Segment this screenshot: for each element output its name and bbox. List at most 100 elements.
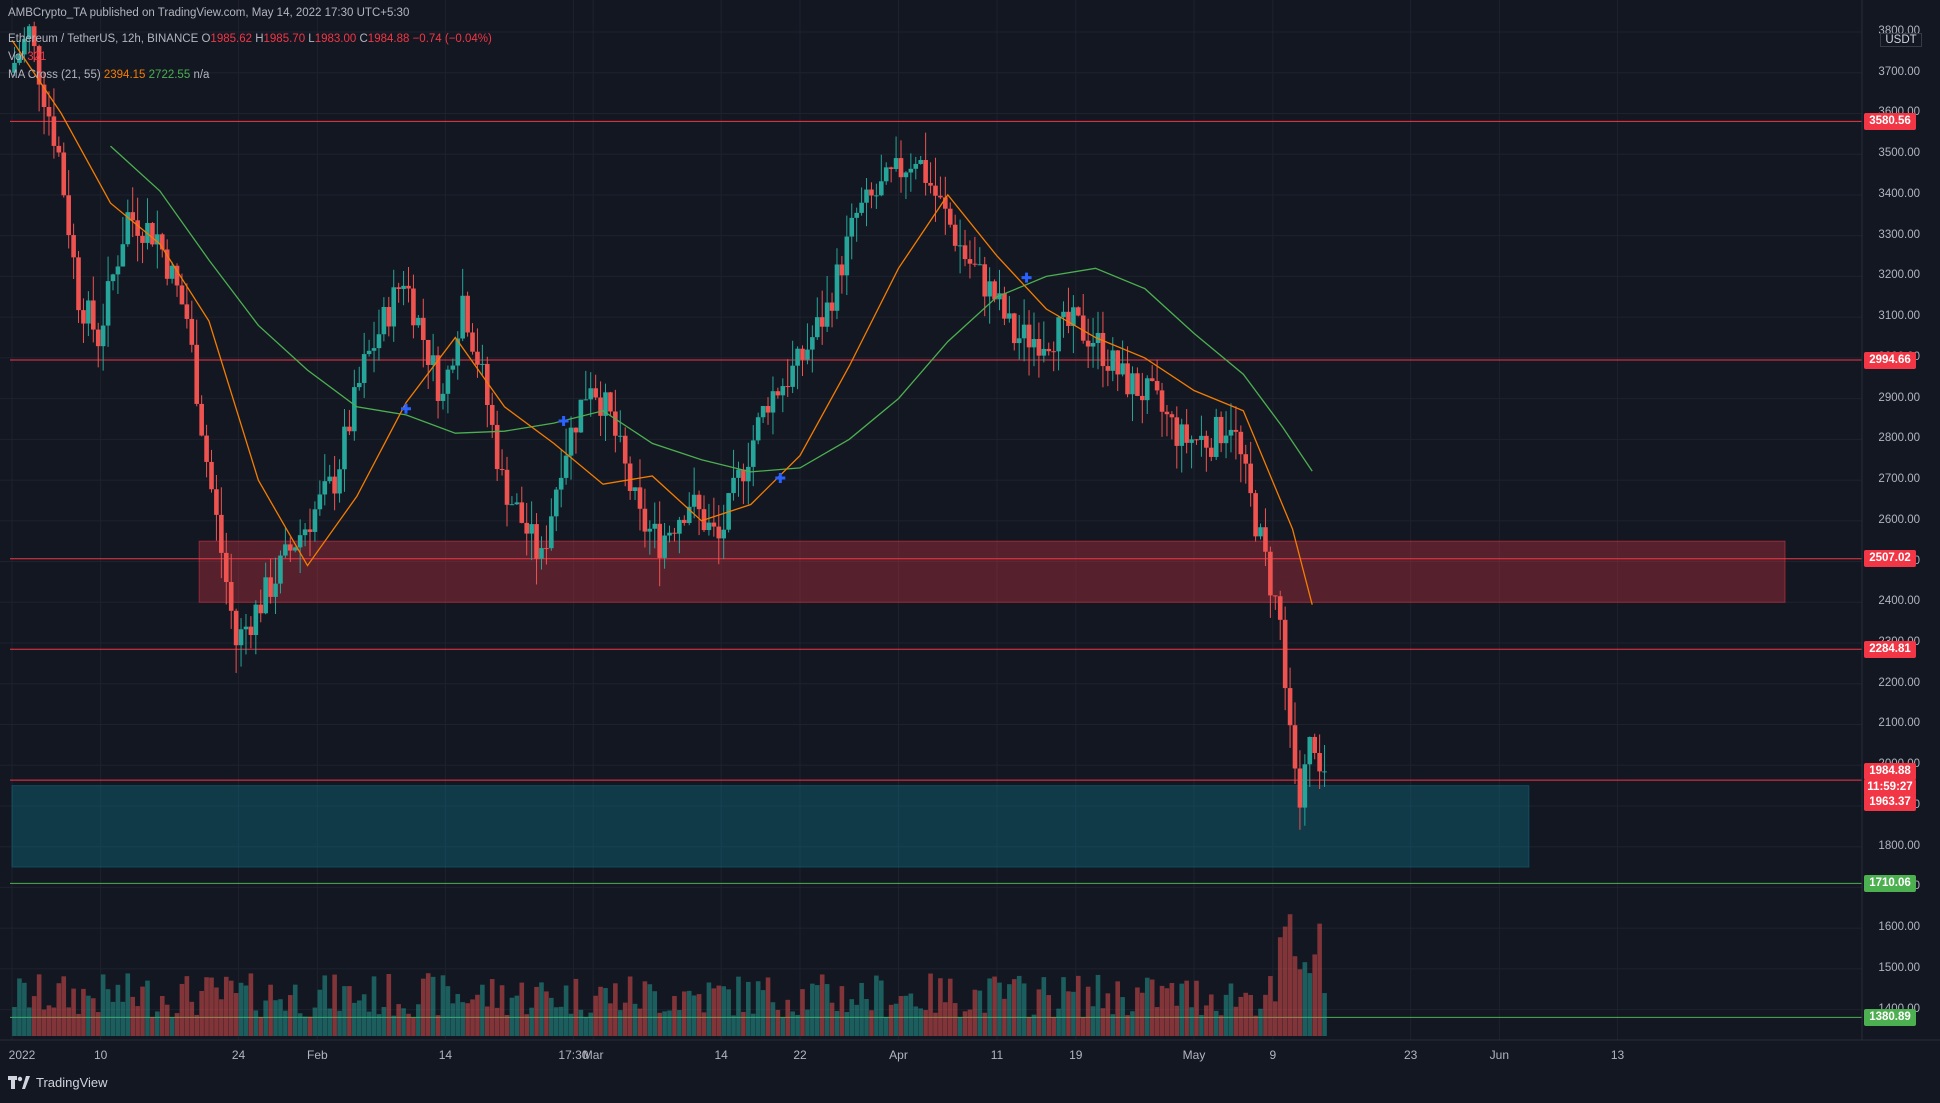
candle-body bbox=[859, 202, 864, 213]
volume-bar bbox=[440, 975, 446, 1036]
candle-body bbox=[1149, 378, 1155, 381]
volume-bar bbox=[1016, 975, 1022, 1036]
candle-body bbox=[1154, 380, 1160, 391]
candle-body bbox=[1085, 340, 1091, 347]
candle-body bbox=[1268, 551, 1273, 596]
candle-body bbox=[209, 461, 214, 490]
volume-bar bbox=[327, 1008, 332, 1036]
volume-bar bbox=[430, 976, 436, 1036]
volume-bar bbox=[219, 999, 224, 1036]
candle-body bbox=[1135, 373, 1140, 396]
support-zone bbox=[11, 785, 1530, 868]
candle-body bbox=[1292, 725, 1298, 769]
volume-bar bbox=[125, 973, 131, 1036]
candle-body bbox=[1184, 424, 1189, 443]
candle-body bbox=[475, 351, 480, 365]
candle-body bbox=[489, 404, 495, 425]
volume-bar bbox=[760, 990, 766, 1036]
time-tick: May bbox=[1182, 1048, 1206, 1062]
volume-bar bbox=[371, 976, 377, 1036]
candle-body bbox=[1066, 311, 1071, 326]
volume-bar bbox=[677, 1010, 682, 1036]
volume-bar bbox=[1297, 969, 1303, 1036]
volume-bar bbox=[238, 982, 244, 1036]
candle-body bbox=[1189, 439, 1194, 443]
volume-bar bbox=[770, 1002, 776, 1036]
volume-bar bbox=[81, 988, 86, 1036]
volume-bar bbox=[499, 985, 505, 1036]
candle-body bbox=[583, 399, 589, 401]
volume-bar bbox=[1194, 980, 1199, 1036]
volume-bar bbox=[317, 989, 323, 1036]
candle-body bbox=[401, 285, 406, 289]
candle-body bbox=[1263, 527, 1268, 552]
candlesticks bbox=[12, 21, 1327, 830]
volume-bar bbox=[1026, 1017, 1032, 1036]
price-axis-bg bbox=[1862, 0, 1940, 1040]
ma-slow-value: 2722.55 bbox=[148, 69, 191, 81]
candle-body bbox=[775, 391, 781, 396]
candle-body bbox=[164, 249, 170, 279]
candle-body bbox=[135, 220, 140, 236]
candle-body bbox=[238, 629, 244, 646]
symbol-title[interactable]: Ethereum / TetherUS, 12h, BINANCE bbox=[8, 33, 199, 45]
candle-body bbox=[26, 26, 32, 39]
candle-body bbox=[898, 158, 904, 178]
volume-bar bbox=[347, 986, 352, 1036]
volume-bar bbox=[361, 994, 367, 1036]
volume-bar bbox=[12, 1007, 17, 1036]
volume-bar bbox=[1046, 995, 1052, 1036]
volume-bar bbox=[386, 974, 392, 1036]
candle-body bbox=[86, 300, 91, 324]
ma-cross-lines bbox=[11, 39, 1313, 605]
candle-body bbox=[36, 46, 42, 85]
candle-body bbox=[544, 548, 549, 550]
price-tick: 2100.00 bbox=[1878, 717, 1920, 730]
candle-body bbox=[938, 195, 943, 198]
candle-body bbox=[12, 62, 17, 73]
candle-body bbox=[155, 234, 160, 245]
time-tick: Mar bbox=[582, 1048, 604, 1062]
candle-body bbox=[652, 523, 658, 529]
candle-body bbox=[682, 519, 687, 523]
candle-body bbox=[1071, 307, 1076, 326]
currency-label[interactable]: USDT bbox=[1880, 33, 1922, 47]
volume-bar bbox=[1061, 977, 1066, 1036]
time-tick: 19 bbox=[1069, 1048, 1083, 1062]
candle-body bbox=[460, 295, 465, 339]
volume-bar bbox=[608, 1003, 613, 1036]
ma-cross-legend[interactable]: MA Cross (21, 55) 2394.15 2722.55 n/a bbox=[8, 69, 209, 81]
volume-bar bbox=[494, 1007, 500, 1036]
candle-body bbox=[1056, 317, 1061, 352]
volume-legend[interactable]: Vol 321 bbox=[8, 51, 46, 63]
candle-body bbox=[71, 235, 76, 258]
volume-bar bbox=[391, 1015, 397, 1036]
candle-body bbox=[391, 287, 397, 327]
time-tick: 23 bbox=[1404, 1048, 1418, 1062]
volume-bar bbox=[952, 1003, 958, 1036]
volume-bar bbox=[1080, 1017, 1086, 1036]
candle-body bbox=[746, 466, 751, 482]
candle-body bbox=[1233, 429, 1239, 432]
price-tick: 1600.00 bbox=[1878, 921, 1920, 934]
candle-body bbox=[1125, 363, 1130, 395]
volume-bar bbox=[445, 986, 451, 1036]
volume-bar bbox=[1243, 992, 1249, 1036]
candle-body bbox=[814, 317, 820, 338]
volume-bar bbox=[209, 977, 214, 1036]
volume-bar bbox=[829, 1002, 835, 1036]
candle-body bbox=[440, 393, 446, 401]
volume-bar bbox=[627, 976, 633, 1036]
price-pill: 1984.88 bbox=[1864, 762, 1916, 780]
tradingview-logo[interactable]: TradingView bbox=[8, 1075, 108, 1090]
volume-bar bbox=[302, 1016, 308, 1036]
candle-body bbox=[1273, 595, 1278, 597]
volume-bar bbox=[903, 995, 909, 1036]
candle-body bbox=[691, 494, 697, 507]
time-tick: 22 bbox=[793, 1048, 807, 1062]
volume-bar bbox=[1174, 1005, 1180, 1036]
candle-body bbox=[66, 195, 71, 236]
candle-body bbox=[1076, 307, 1081, 316]
volume-bar bbox=[1149, 979, 1155, 1036]
